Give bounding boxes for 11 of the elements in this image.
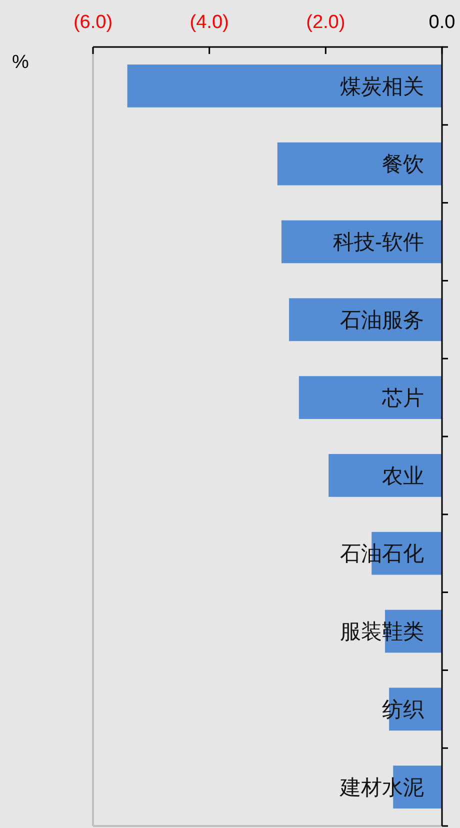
y-tick-label: 餐饮 [382, 153, 424, 176]
y-tick-label: 科技-软件 [333, 231, 424, 254]
x-tick-label: (6.0) [73, 12, 113, 33]
x-axis-title: % [12, 52, 29, 73]
y-tick-label: 农业 [382, 464, 424, 488]
x-tick-label: 0.0 [428, 12, 456, 33]
y-tick-label: 煤炭相关 [340, 75, 424, 98]
y-tick-label: 石油服务 [340, 309, 424, 332]
x-tick-label: (4.0) [190, 12, 229, 33]
x-tick-label: (2.0) [306, 12, 346, 33]
y-tick-label: 芯片 [381, 386, 424, 410]
